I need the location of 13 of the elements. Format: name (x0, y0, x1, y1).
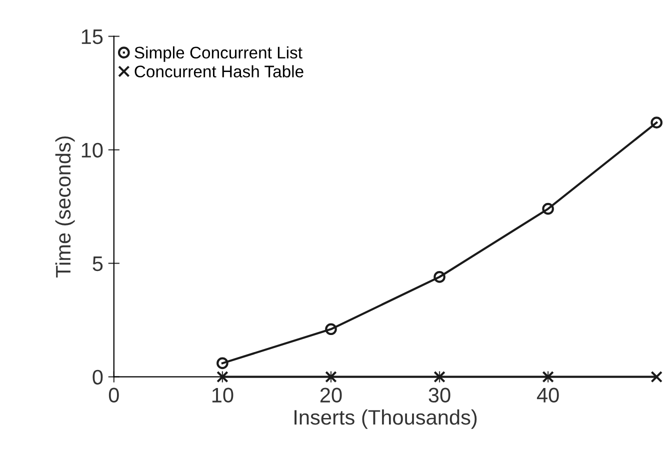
y-tick-label: 10 (82, 142, 103, 158)
y-tick-label: 5 (92, 256, 103, 272)
legend-label: Concurrent Hash Table (134, 65, 304, 78)
x-tick-label: 40 (536, 388, 559, 403)
x-tick-label: 20 (320, 388, 342, 403)
x-tick-label: 10 (212, 388, 234, 403)
x-tick-label: 0 (108, 388, 119, 403)
x-axis-title: Inserts (Thousands) (294, 409, 477, 429)
x-tick-label: 30 (428, 388, 450, 403)
y-axis-title: Time (seconds) (55, 136, 75, 278)
y-tick-label: 15 (82, 30, 103, 44)
legend-label: Simple Concurrent List (134, 46, 302, 62)
y-tick-label: 0 (92, 370, 103, 385)
